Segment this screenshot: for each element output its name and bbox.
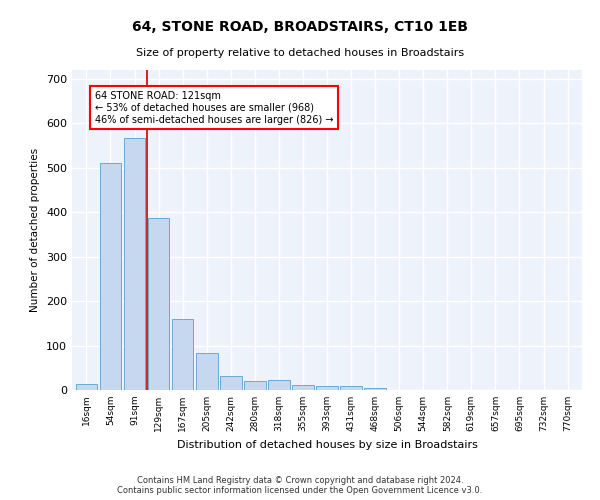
Bar (124, 138, 145, 390)
Bar (148, 218, 169, 390)
Text: Contains HM Land Registry data © Crown copyright and database right 2024.
Contai: Contains HM Land Registry data © Crown c… (118, 476, 482, 495)
Text: 64, STONE ROAD, BROADSTAIRS, CT10 1EB: 64, STONE ROAD, BROADSTAIRS, CT10 1EB (132, 20, 468, 34)
Bar (244, 380, 266, 390)
Bar (268, 380, 290, 390)
Bar (196, 353, 218, 390)
Bar (292, 385, 314, 390)
Bar (100, 164, 121, 390)
Bar (172, 319, 193, 390)
Bar (76, 384, 97, 390)
Text: Size of property relative to detached houses in Broadstairs: Size of property relative to detached ho… (136, 48, 464, 58)
Y-axis label: Number of detached properties: Number of detached properties (31, 148, 40, 312)
Bar (364, 388, 386, 390)
Bar (340, 386, 362, 390)
Text: 64 STONE ROAD: 121sqm
← 53% of detached houses are smaller (968)
46% of semi-det: 64 STONE ROAD: 121sqm ← 53% of detached … (95, 92, 334, 124)
X-axis label: Distribution of detached houses by size in Broadstairs: Distribution of detached houses by size … (176, 440, 478, 450)
Bar (316, 386, 338, 390)
Bar (220, 376, 242, 390)
